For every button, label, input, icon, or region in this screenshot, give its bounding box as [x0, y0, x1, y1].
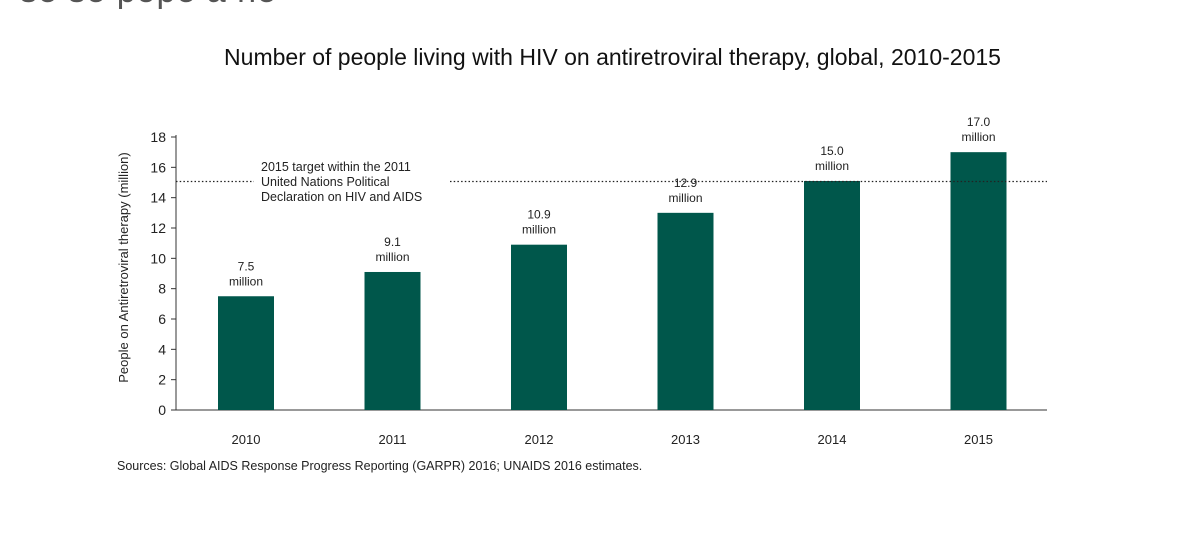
data-label-unit: million — [815, 159, 849, 173]
data-label-unit: million — [668, 191, 702, 205]
x-tick-label: 2010 — [232, 432, 261, 447]
y-tick-label: 16 — [150, 159, 166, 175]
target-annotation: Declaration on HIV and AIDS — [261, 190, 422, 204]
y-tick-label: 0 — [158, 402, 166, 418]
target-annotation: 2015 target within the 2011 — [261, 160, 411, 174]
y-tick-label: 4 — [158, 341, 166, 357]
y-tick-label: 10 — [150, 250, 166, 266]
data-label-value: 7.5 — [238, 259, 255, 273]
y-tick-label: 8 — [158, 281, 166, 297]
x-tick-label: 2014 — [818, 432, 847, 447]
data-label-unit: million — [961, 130, 995, 144]
chart-sources: Sources: Global AIDS Response Progress R… — [117, 459, 643, 473]
y-tick-label: 6 — [158, 311, 166, 327]
y-tick-label: 18 — [150, 129, 166, 145]
y-tick-label: 14 — [150, 190, 166, 206]
slide-text-fragment: se se pope a ne — [20, 0, 277, 11]
data-label-unit: million — [375, 250, 409, 264]
y-tick-label: 2 — [158, 372, 166, 388]
bar-2010 — [218, 296, 274, 410]
data-label-unit: million — [229, 274, 263, 288]
bar-2015 — [950, 152, 1007, 410]
target-annotation: United Nations Political — [261, 175, 390, 189]
y-tick-label: 12 — [150, 220, 166, 236]
data-label-value: 15.0 — [820, 144, 844, 158]
x-tick-label: 2013 — [671, 432, 700, 447]
bar-2014 — [804, 180, 860, 410]
data-label-value: 10.9 — [527, 208, 551, 222]
data-label-value: 12.9 — [674, 176, 698, 190]
data-label-value: 17.0 — [967, 115, 991, 129]
data-label-value: 9.1 — [384, 235, 401, 249]
chart-title: Number of people living with HIV on anti… — [224, 44, 1001, 70]
bar-2011 — [364, 271, 421, 410]
x-tick-label: 2011 — [379, 432, 407, 447]
bar-2012 — [511, 244, 567, 410]
bar-2013 — [657, 212, 714, 410]
x-tick-label: 2012 — [525, 432, 554, 447]
y-axis-label: People on Antiretroviral therapy (millio… — [116, 152, 131, 383]
x-tick-label: 2015 — [964, 432, 993, 447]
data-label-unit: million — [522, 223, 556, 237]
